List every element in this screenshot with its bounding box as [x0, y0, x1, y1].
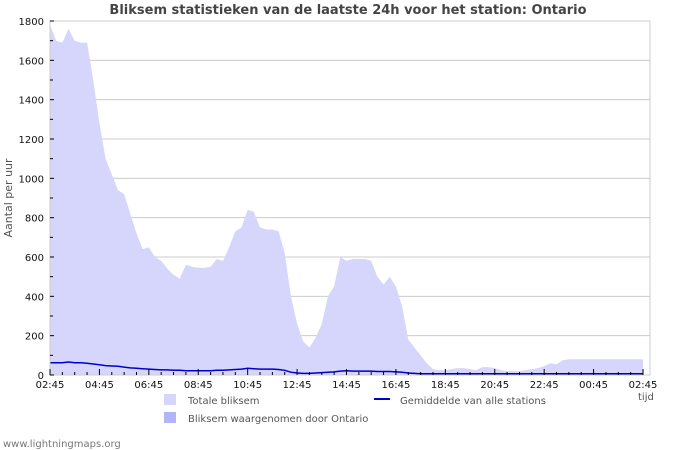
- data-areas: [50, 24, 643, 376]
- x-tick-label: 20:45: [480, 380, 509, 391]
- x-tick-label: 00:45: [579, 380, 608, 391]
- footer-link[interactable]: www.lightningmaps.org: [3, 439, 121, 450]
- legend-label-station: Bliksem waargenomen door Ontario: [188, 414, 368, 425]
- y-axis: 0 200 400 600 800 1000 1200 1400 1600 1800: [19, 17, 54, 382]
- x-tick-label: 02:45: [36, 380, 65, 391]
- legend-swatch-station: [164, 412, 176, 423]
- x-tick-label: 04:45: [85, 380, 114, 391]
- x-tick-label: 22:45: [530, 380, 559, 391]
- chart-title: Bliksem statistieken van de laatste 24h …: [109, 3, 586, 18]
- x-tick-label: 14:45: [332, 380, 361, 391]
- y-axis-label: Aantal per uur: [2, 158, 15, 238]
- total-lightning-area: [50, 24, 643, 376]
- y-tick-label: 800: [25, 214, 44, 225]
- y-tick-label: 1200: [19, 135, 44, 146]
- y-tick-label: 600: [25, 253, 44, 264]
- legend-label-average: Gemiddelde van alle stations: [400, 396, 546, 407]
- legend: Totale bliksem Bliksem waargenomen door …: [164, 394, 546, 425]
- x-tick-label: 18:45: [431, 380, 460, 391]
- legend-swatch-total: [164, 394, 176, 405]
- x-tick-label: 16:45: [382, 380, 411, 391]
- y-tick-label: 1800: [19, 17, 44, 28]
- x-tick-label: 02:45: [629, 380, 658, 391]
- y-tick-label: 0: [38, 371, 44, 382]
- x-tick-label: 10:45: [233, 380, 262, 391]
- x-tick-label: 06:45: [134, 380, 163, 391]
- y-tick-label: 200: [25, 332, 44, 343]
- x-axis: 02:45 04:45 06:45 08:45 10:45 12:45 14:45 16:45…: [36, 369, 658, 391]
- y-tick-label: 1400: [19, 96, 44, 107]
- y-tick-label: 400: [25, 292, 44, 303]
- x-tick-label: 08:45: [184, 380, 213, 391]
- y-tick-label: 1600: [19, 56, 44, 67]
- x-axis-label: tijd: [638, 392, 654, 403]
- x-tick-label: 12:45: [283, 380, 312, 391]
- legend-label-total: Totale bliksem: [187, 396, 259, 407]
- y-tick-label: 1000: [19, 174, 44, 185]
